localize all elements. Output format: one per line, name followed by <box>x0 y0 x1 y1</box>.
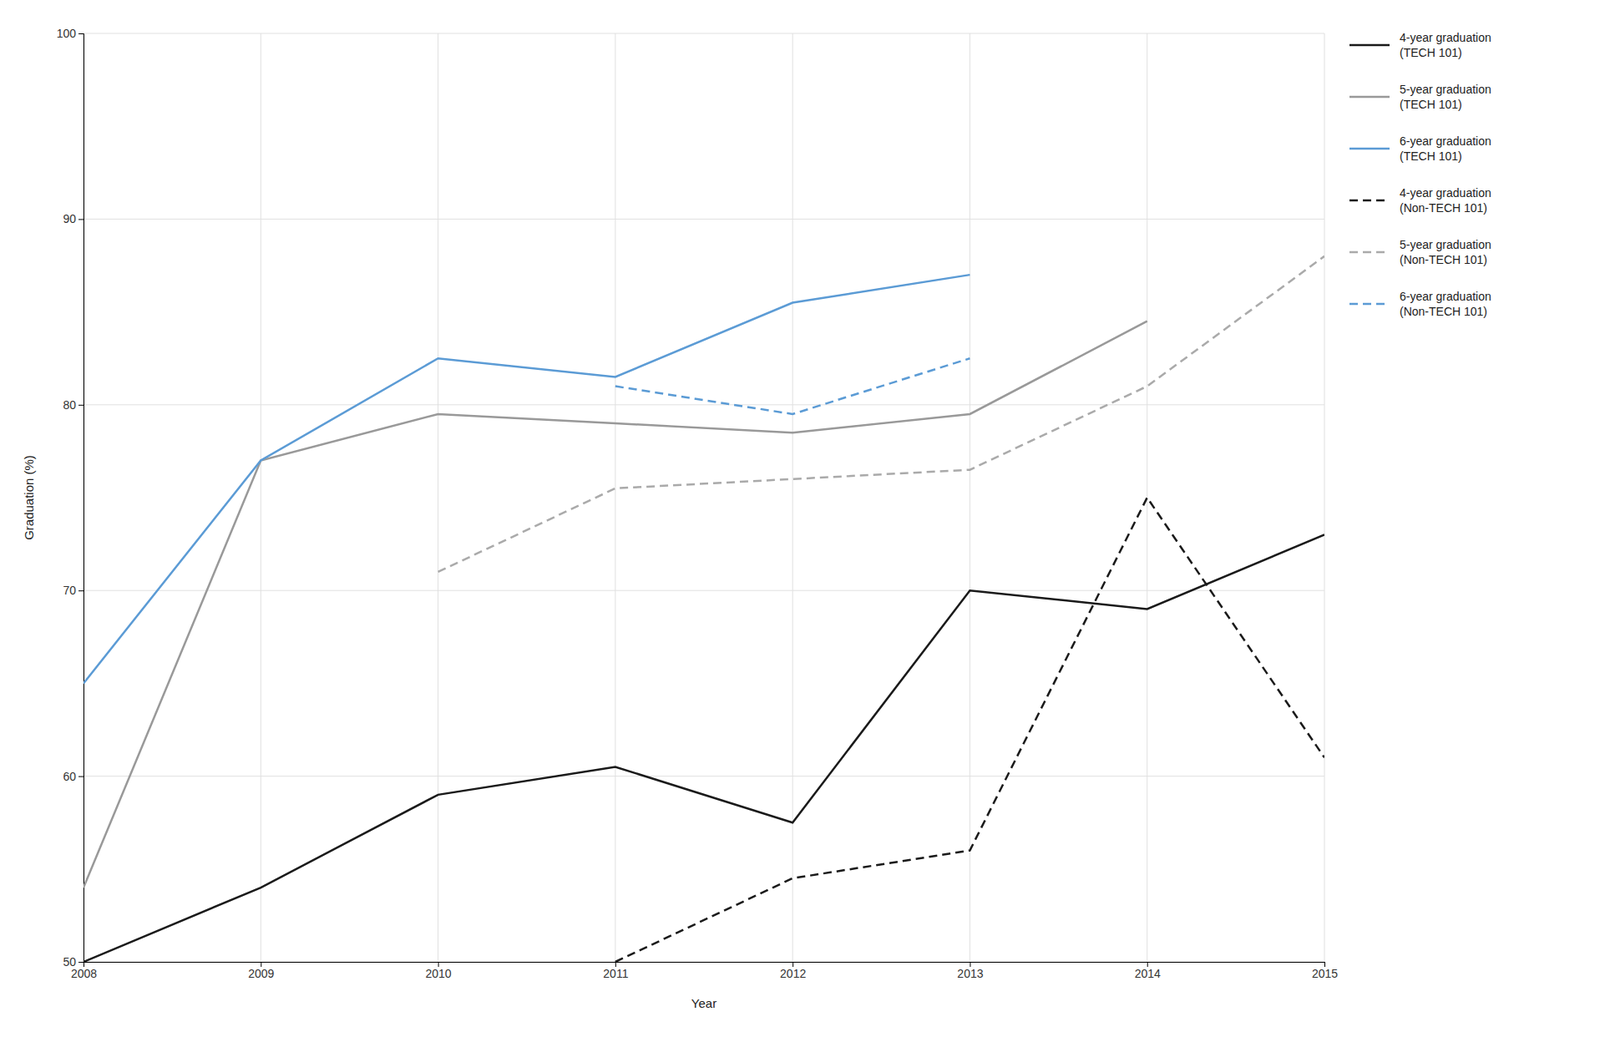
series-line <box>83 534 1325 963</box>
x-tick: 2015 <box>1311 962 1338 981</box>
x-tick: 2010 <box>425 962 451 981</box>
series-line <box>83 274 970 684</box>
legend-item: 6-year graduation(Non-TECH 101) <box>1349 289 1492 319</box>
y-tick: 100 <box>56 26 84 41</box>
x-tick-label: 2011 <box>602 967 628 981</box>
legend-label: 6-year graduation(Non-TECH 101) <box>1399 289 1492 319</box>
legend-label: 6-year graduation(TECH 101) <box>1399 134 1492 163</box>
legend-swatch <box>1349 251 1390 254</box>
grid-line-x <box>1324 33 1326 963</box>
legend-item: 4-year graduation(TECH 101) <box>1349 30 1492 60</box>
legend-label: 5-year graduation(Non-TECH 101) <box>1399 237 1492 267</box>
series-line <box>615 497 1325 963</box>
grid-line-y <box>83 404 1325 406</box>
y-tick-mark <box>78 33 84 35</box>
x-tick-label: 2013 <box>956 967 983 981</box>
y-tick-label: 70 <box>62 583 76 598</box>
x-axis-title: Year <box>691 996 717 1011</box>
series-line <box>83 321 1148 888</box>
y-tick-mark <box>78 590 84 592</box>
x-tick-label: 2008 <box>70 967 97 981</box>
y-axis: 50 60 70 80 90 100 <box>56 26 85 969</box>
grid-line-x <box>437 33 439 963</box>
x-axis: 2008 2009 2010 2011 2012 2013 2014 2015 <box>70 962 1338 981</box>
y-tick-mark <box>78 218 84 220</box>
y-tick-label: 100 <box>56 26 77 41</box>
grid-line-y <box>83 218 1325 220</box>
legend-swatch <box>1349 303 1390 306</box>
grid-line-x <box>260 33 262 963</box>
grid-line-y <box>83 775 1325 777</box>
x-tick: 2014 <box>1134 962 1161 981</box>
legend-label: 4-year graduation(Non-TECH 101) <box>1399 186 1492 215</box>
legend-item: 4-year graduation(Non-TECH 101) <box>1349 186 1492 215</box>
legend-label: 5-year graduation(TECH 101) <box>1399 82 1492 112</box>
y-tick-label: 50 <box>62 955 76 969</box>
series-line <box>615 358 971 415</box>
grid-line-y <box>83 33 1325 35</box>
legend-swatch <box>1349 199 1390 203</box>
series-line <box>438 256 1325 573</box>
plot-area <box>83 256 1325 963</box>
y-tick: 60 <box>62 769 84 784</box>
x-tick: 2013 <box>956 962 983 981</box>
x-tick: 2009 <box>248 962 274 981</box>
y-tick: 70 <box>62 583 84 598</box>
y-tick: 90 <box>62 212 84 226</box>
legend-item: 5-year graduation(Non-TECH 101) <box>1349 237 1492 267</box>
grid-line-y <box>83 590 1325 592</box>
legend-swatch <box>1349 147 1390 151</box>
grid-line-x <box>614 33 616 963</box>
legend-item: 6-year graduation(TECH 101) <box>1349 134 1492 163</box>
y-tick-mark <box>78 962 84 963</box>
legend-label: 4-year graduation(TECH 101) <box>1399 30 1492 60</box>
grid-line-x <box>969 33 971 963</box>
y-tick-label: 80 <box>62 398 76 412</box>
y-tick-mark <box>78 776 84 778</box>
y-tick-label: 60 <box>62 769 76 784</box>
y-axis-line <box>78 34 85 963</box>
grid <box>83 33 1325 963</box>
x-tick: 2011 <box>602 962 628 981</box>
y-tick: 50 <box>62 955 84 969</box>
x-tick-label: 2010 <box>425 967 451 981</box>
y-tick-mark <box>78 405 84 406</box>
chart: 2008 2009 2010 2011 2012 2013 2014 2015 50 60 70 80… <box>0 0 1600 1037</box>
y-tick: 80 <box>62 398 84 412</box>
x-tick-label: 2012 <box>779 967 806 981</box>
legend-swatch <box>1349 44 1390 47</box>
x-tick: 2012 <box>779 962 806 981</box>
legend-swatch <box>1349 96 1390 99</box>
y-tick-label: 90 <box>62 212 76 226</box>
legend: 4-year graduation(TECH 101) 5-year gradua… <box>1349 30 1492 319</box>
x-tick-label: 2015 <box>1311 967 1338 981</box>
grid-line-x <box>1146 33 1148 963</box>
legend-item: 5-year graduation(TECH 101) <box>1349 82 1492 112</box>
y-axis-title: Graduation (%) <box>21 455 36 541</box>
x-tick-label: 2014 <box>1134 967 1161 981</box>
x-tick-label: 2009 <box>248 967 274 981</box>
